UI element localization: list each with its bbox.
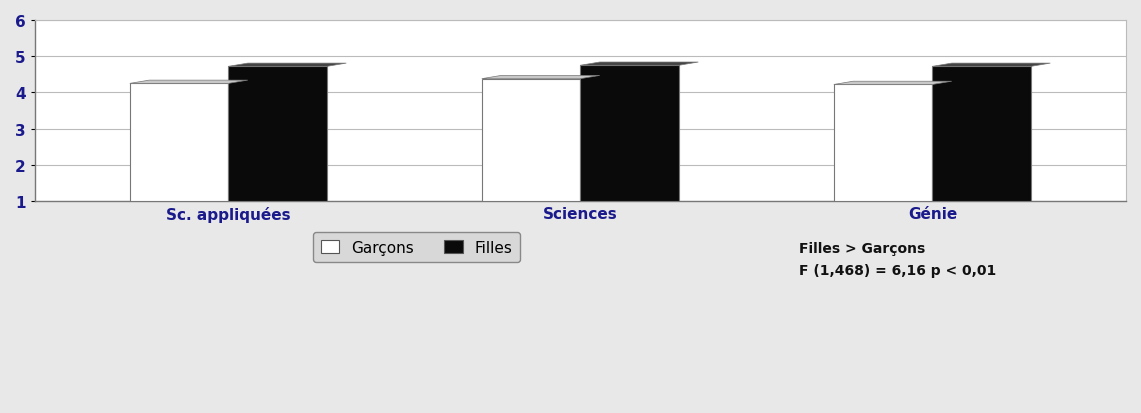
Polygon shape [581, 63, 698, 66]
Legend: Garçons, Filles: Garçons, Filles [313, 233, 520, 263]
Text: Filles > Garçons: Filles > Garçons [799, 241, 925, 255]
Bar [130, 84, 228, 202]
Bar [228, 67, 327, 202]
Bar [932, 67, 1031, 202]
Bar [834, 85, 932, 202]
Bar [120, 202, 338, 203]
Polygon shape [834, 82, 952, 85]
Text: F (1,468) = 6,16 p < 0,01: F (1,468) = 6,16 p < 0,01 [799, 263, 996, 277]
Bar [581, 66, 679, 202]
Bar [471, 202, 689, 203]
Polygon shape [482, 76, 600, 79]
Bar [824, 202, 1042, 203]
Polygon shape [228, 64, 347, 67]
Bar [482, 79, 581, 202]
Polygon shape [130, 81, 248, 84]
Polygon shape [932, 64, 1051, 67]
